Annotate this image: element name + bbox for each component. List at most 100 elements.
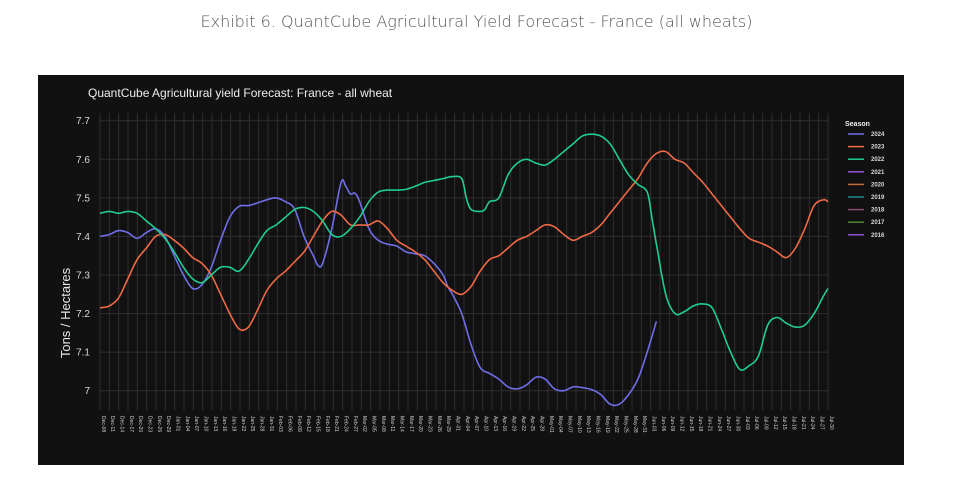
x-tick-label: May-07 bbox=[566, 416, 572, 433]
x-tick-label: Apr-28 bbox=[538, 416, 544, 431]
x-tick-label: Dec-17 bbox=[128, 416, 134, 432]
legend: Season 2024 2023 2022 2021 2020 2019 2018 2017 2… bbox=[845, 121, 885, 239]
series-line-2023 bbox=[99, 150, 829, 332]
x-tick-label: Jan-28 bbox=[258, 416, 264, 432]
x-tick-label: Jan-13 bbox=[212, 416, 218, 432]
x-tick-label: Jan-07 bbox=[193, 416, 199, 432]
x-tick-label: Apr-25 bbox=[529, 416, 535, 431]
x-tick-label: Mar-08 bbox=[380, 416, 386, 432]
x-tick-label: May-22 bbox=[613, 416, 619, 433]
y-tick-label: 7.6 bbox=[76, 155, 90, 166]
x-tick-label: May-28 bbox=[632, 416, 638, 433]
x-tick-label: Jan-19 bbox=[230, 416, 236, 432]
y-tick-label: 7.1 bbox=[76, 348, 90, 359]
x-tick-label: Mar-14 bbox=[398, 416, 404, 432]
legend-label-2020: 2020 bbox=[871, 182, 885, 188]
chart-title: QuantCube Agricultural yield Forecast: F… bbox=[88, 86, 393, 100]
x-tick-label: May-13 bbox=[585, 416, 591, 433]
gridlines bbox=[99, 113, 829, 410]
y-axis-label: Tons / Hectares bbox=[58, 267, 73, 358]
x-tick-label: Jul-12 bbox=[772, 416, 778, 430]
x-tick-label: Apr-01 bbox=[454, 416, 460, 431]
x-tick-label: Jan-31 bbox=[268, 416, 274, 432]
x-tick-label: Mar-29 bbox=[445, 416, 451, 432]
legend-label-2021: 2021 bbox=[871, 170, 885, 176]
legend-label-2016: 2016 bbox=[871, 233, 885, 239]
x-tick-label: Jan-25 bbox=[249, 416, 255, 432]
x-tick-label: Apr-22 bbox=[520, 416, 526, 431]
exhibit-caption: Exhibit 6. QuantCube Agricultural Yield … bbox=[200, 12, 753, 31]
y-tick-label: 7.4 bbox=[76, 232, 90, 243]
legend-label-2022: 2022 bbox=[871, 157, 885, 163]
y-tick-label: 7.2 bbox=[76, 309, 90, 320]
x-tick-label: Dec-26 bbox=[156, 416, 162, 432]
x-tick-label: Feb-27 bbox=[352, 416, 358, 432]
x-tick-label: May-25 bbox=[622, 416, 628, 433]
x-tick-label: Jan-01 bbox=[174, 416, 180, 432]
legend-label-2023: 2023 bbox=[871, 145, 885, 151]
series-lines bbox=[99, 133, 829, 407]
x-tick-label: May-04 bbox=[557, 416, 563, 433]
x-tick-label: Jun-24 bbox=[716, 416, 722, 432]
x-tick-label: Mar-05 bbox=[370, 416, 376, 432]
x-tick-label: Jan-22 bbox=[240, 416, 246, 432]
x-tick-label: Jul-18 bbox=[790, 416, 796, 430]
y-axis-ticks: 7 7.1 7.2 7.3 7.4 7.5 7.6 7.7 bbox=[76, 116, 90, 397]
x-tick-label: Dec-29 bbox=[165, 416, 171, 432]
x-tick-label: Jul-27 bbox=[818, 416, 824, 430]
x-tick-label: Apr-04 bbox=[464, 416, 470, 431]
y-tick-label: 7.7 bbox=[76, 116, 90, 127]
x-tick-label: Mar-11 bbox=[389, 416, 395, 432]
x-tick-label: Dec-14 bbox=[118, 416, 124, 432]
x-tick-label: Jan-10 bbox=[202, 416, 208, 432]
x-tick-label: Apr-16 bbox=[501, 416, 507, 431]
x-tick-label: Jul-24 bbox=[809, 416, 815, 430]
y-tick-label: 7 bbox=[84, 386, 90, 397]
x-tick-label: Apr-10 bbox=[482, 416, 488, 431]
series-line-2022 bbox=[99, 133, 829, 371]
x-tick-label: Feb-12 bbox=[305, 416, 311, 432]
x-tick-label: Jul-15 bbox=[781, 416, 787, 430]
x-tick-label: Mar-02 bbox=[361, 416, 367, 432]
x-tick-label: Jun-27 bbox=[725, 416, 731, 432]
x-tick-label: Feb-21 bbox=[333, 416, 339, 432]
legend-label-2017: 2017 bbox=[871, 220, 885, 226]
x-tick-label: Jun-09 bbox=[669, 416, 675, 432]
x-tick-label: Jun-03 bbox=[650, 416, 656, 432]
x-tick-label: Apr-07 bbox=[473, 416, 479, 431]
legend-label-2024: 2024 bbox=[871, 132, 885, 138]
x-tick-label: Jul-30 bbox=[828, 416, 834, 430]
x-tick-label: Dec-20 bbox=[137, 416, 143, 432]
x-tick-label: Jul-03 bbox=[744, 416, 750, 430]
x-tick-label: Mar-23 bbox=[426, 416, 432, 432]
x-tick-label: Jun-06 bbox=[660, 416, 666, 432]
x-tick-label: Jun-18 bbox=[697, 416, 703, 432]
y-tick-label: 7.3 bbox=[76, 271, 90, 282]
x-tick-label: May-19 bbox=[604, 416, 610, 433]
x-tick-label: Feb-24 bbox=[342, 416, 348, 432]
legend-label-2018: 2018 bbox=[871, 208, 885, 214]
x-tick-label: Jun-30 bbox=[734, 416, 740, 432]
x-tick-label: Jun-21 bbox=[706, 416, 712, 432]
x-tick-label: Feb-15 bbox=[314, 416, 320, 432]
x-tick-label: Apr-19 bbox=[510, 416, 516, 431]
legend-label-2019: 2019 bbox=[871, 195, 885, 201]
x-tick-label: Mar-17 bbox=[408, 416, 414, 432]
y-tick-label: 7.5 bbox=[76, 193, 90, 204]
x-tick-label: May-10 bbox=[576, 416, 582, 433]
x-tick-label: Jul-06 bbox=[753, 416, 759, 430]
x-tick-label: Feb-03 bbox=[277, 416, 283, 432]
x-tick-label: Jan-04 bbox=[184, 416, 190, 432]
x-tick-label: May-01 bbox=[548, 416, 554, 433]
x-axis-ticks: Dec-08 Dec-11 Dec-14 Dec-17 Dec-20 Dec-23 Dec-… bbox=[100, 416, 834, 433]
chart-panel: QuantCube Agricultural yield Forecast: F… bbox=[38, 75, 904, 465]
x-tick-label: Feb-18 bbox=[324, 416, 330, 432]
x-tick-label: May-16 bbox=[594, 416, 600, 433]
x-tick-label: Feb-06 bbox=[286, 416, 292, 432]
x-tick-label: Jul-21 bbox=[800, 416, 806, 430]
x-tick-label: Feb-09 bbox=[296, 416, 302, 432]
x-tick-label: Mar-26 bbox=[436, 416, 442, 432]
x-tick-label: Jun-15 bbox=[688, 416, 694, 432]
x-tick-label: Jan-16 bbox=[221, 416, 227, 432]
x-tick-label: Dec-08 bbox=[100, 416, 106, 432]
